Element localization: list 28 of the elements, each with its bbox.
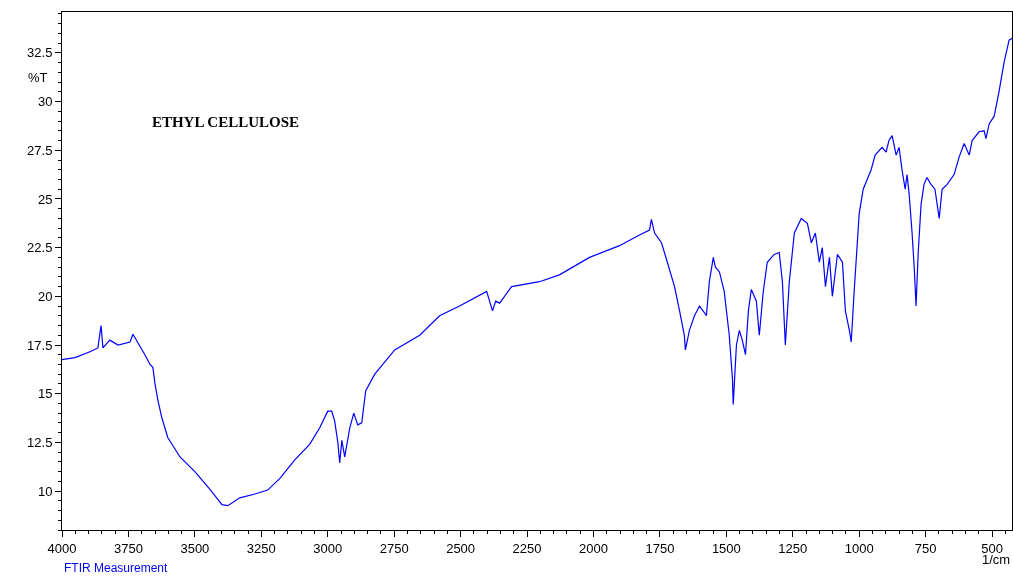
x-tick-label: 2500 bbox=[446, 540, 476, 556]
y-tick-label: 12.5 bbox=[27, 434, 53, 450]
y-tick-label: 15 bbox=[37, 386, 53, 402]
x-tick-label: 3250 bbox=[246, 540, 276, 556]
y-tick-label: 27.5 bbox=[27, 142, 53, 158]
y-tick-label: 10 bbox=[37, 483, 53, 499]
line-series bbox=[62, 37, 1012, 507]
x-tick-label: 3750 bbox=[113, 540, 143, 556]
y-tick-label: 32.5 bbox=[27, 45, 53, 61]
x-tick-label: 1250 bbox=[778, 540, 808, 556]
x-tick-label: 750 bbox=[914, 540, 937, 556]
y-tick-label: 17.5 bbox=[27, 337, 53, 353]
text: FTIR Measurement bbox=[64, 561, 169, 575]
x-tick-label: 3500 bbox=[180, 540, 210, 556]
x-tick-label: 2000 bbox=[579, 540, 608, 556]
y-axis-title: %T bbox=[28, 70, 48, 85]
y-tick-label: 30 bbox=[37, 94, 53, 110]
x-tick-label: 1750 bbox=[645, 540, 675, 556]
x-tick-label: 2750 bbox=[379, 540, 409, 556]
x-tick-label: 2250 bbox=[512, 540, 542, 556]
y-tick-label: 22.5 bbox=[27, 240, 53, 256]
x-tick-label: 1000 bbox=[844, 540, 874, 556]
y-tick-label: 25 bbox=[37, 191, 53, 207]
y-tick-label: 20 bbox=[37, 288, 53, 304]
x-tick-label: 3000 bbox=[313, 540, 343, 556]
x-tick-label: 4000 bbox=[47, 540, 77, 556]
x-tick-label: 1500 bbox=[711, 540, 741, 556]
text: ETHYL CELLULOSE bbox=[151, 114, 300, 131]
